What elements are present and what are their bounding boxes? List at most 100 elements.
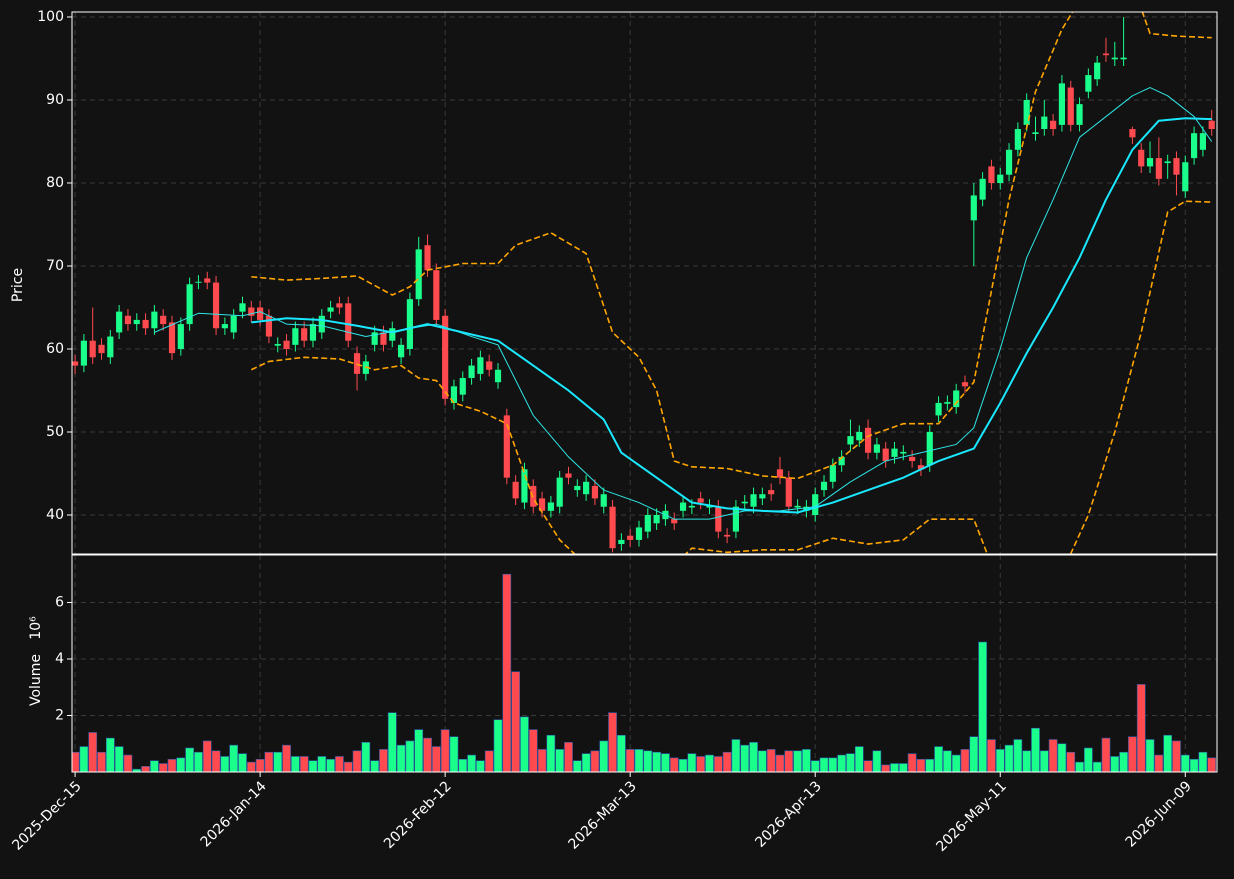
candle-body	[265, 315, 273, 337]
volume-bar	[969, 736, 979, 772]
candle-body	[679, 502, 687, 511]
candle-body	[433, 270, 440, 320]
candle-body	[900, 451, 907, 454]
volume-bar	[1110, 756, 1120, 772]
candle-body	[1076, 104, 1083, 125]
volume-bar	[476, 760, 485, 772]
y-tick-label: 4	[55, 651, 64, 667]
volume-bar	[1075, 761, 1084, 772]
volume-bar	[326, 758, 335, 772]
y-tick-label: 80	[46, 175, 64, 191]
volume-bar	[1163, 734, 1173, 772]
volume-bar	[987, 739, 996, 772]
volume-bar	[458, 758, 468, 772]
volume-bar	[97, 751, 106, 772]
candle-body	[512, 481, 519, 499]
volume-bar	[449, 736, 459, 772]
volume-bar	[246, 761, 256, 772]
candle-body	[979, 178, 986, 200]
candle-body	[1005, 149, 1013, 175]
volume-bar	[132, 768, 142, 772]
volume-bar	[141, 766, 150, 772]
candle-body	[168, 322, 176, 354]
volume-bar	[652, 751, 661, 772]
candle-body	[301, 328, 308, 341]
volume-bar	[916, 758, 926, 772]
volume-bar	[722, 751, 732, 772]
volume-bar	[1066, 751, 1076, 772]
candle-body	[459, 378, 466, 395]
volume-bar	[440, 729, 450, 772]
candle-body	[768, 490, 775, 495]
volume-bar	[960, 749, 970, 772]
volume-bar	[1022, 750, 1032, 772]
volume-bar	[713, 756, 723, 772]
candle-body	[257, 307, 264, 320]
candle-body	[873, 444, 880, 453]
volume-bar	[1039, 750, 1049, 772]
candle-body	[494, 369, 502, 383]
candle-body	[415, 249, 422, 300]
candle-body	[812, 494, 819, 515]
candle-body	[212, 282, 220, 329]
volume-bar	[291, 756, 300, 772]
candle-body	[1058, 83, 1066, 125]
candle-body	[389, 328, 396, 341]
candle-body	[750, 494, 757, 507]
grid	[72, 12, 1217, 772]
volume-bar	[202, 740, 212, 772]
volume-axis-label: Volume	[28, 654, 44, 706]
volume-bar	[572, 760, 582, 772]
volume-bar	[72, 751, 80, 772]
volume-bar	[898, 763, 908, 772]
volume-bar	[951, 754, 961, 772]
volume-bar	[1136, 684, 1146, 772]
candle-body	[794, 505, 801, 508]
candle-body	[547, 502, 554, 511]
candle-body	[230, 315, 237, 333]
volume-bar	[828, 757, 838, 772]
candle-body	[1155, 158, 1162, 179]
candle-body	[785, 477, 792, 507]
volume-bar	[625, 749, 635, 772]
candle-body	[583, 481, 590, 495]
overlays	[154, 12, 1213, 554]
volume-bar	[1092, 761, 1102, 772]
volume-bar	[907, 753, 917, 772]
candle-body	[89, 340, 96, 358]
candle-body	[724, 534, 731, 537]
volume-bar	[352, 750, 362, 772]
volume-bar	[819, 757, 829, 772]
candle-body	[715, 506, 722, 532]
candle-body	[521, 469, 528, 503]
candle-body	[160, 315, 167, 325]
candle-body	[406, 299, 413, 349]
volume-bar	[995, 749, 1005, 772]
candle-body	[591, 485, 599, 499]
volume-bar	[1031, 727, 1040, 772]
volume-bar	[555, 749, 565, 772]
candle-body	[283, 340, 290, 349]
volume-bar	[696, 756, 706, 772]
candle-body	[609, 506, 616, 549]
candle-body	[600, 494, 607, 507]
volume-bar	[749, 742, 758, 772]
volume-bar	[581, 753, 591, 772]
candle-body	[776, 469, 784, 478]
candle-body	[838, 456, 845, 466]
volume-bar	[308, 760, 318, 772]
candle-body	[759, 494, 766, 499]
candle-body	[80, 340, 87, 366]
overlay-line	[251, 117, 1212, 514]
volume-bar	[1189, 758, 1199, 772]
volume-bar	[255, 758, 265, 772]
volume-bar	[766, 749, 776, 772]
candle-body	[653, 514, 660, 524]
candle-body	[98, 344, 105, 354]
candle-body	[1182, 162, 1189, 192]
volume-bar	[105, 737, 115, 772]
candle-body	[732, 506, 739, 532]
candle-body	[1208, 120, 1215, 130]
price-axis-label: Price	[10, 268, 26, 302]
